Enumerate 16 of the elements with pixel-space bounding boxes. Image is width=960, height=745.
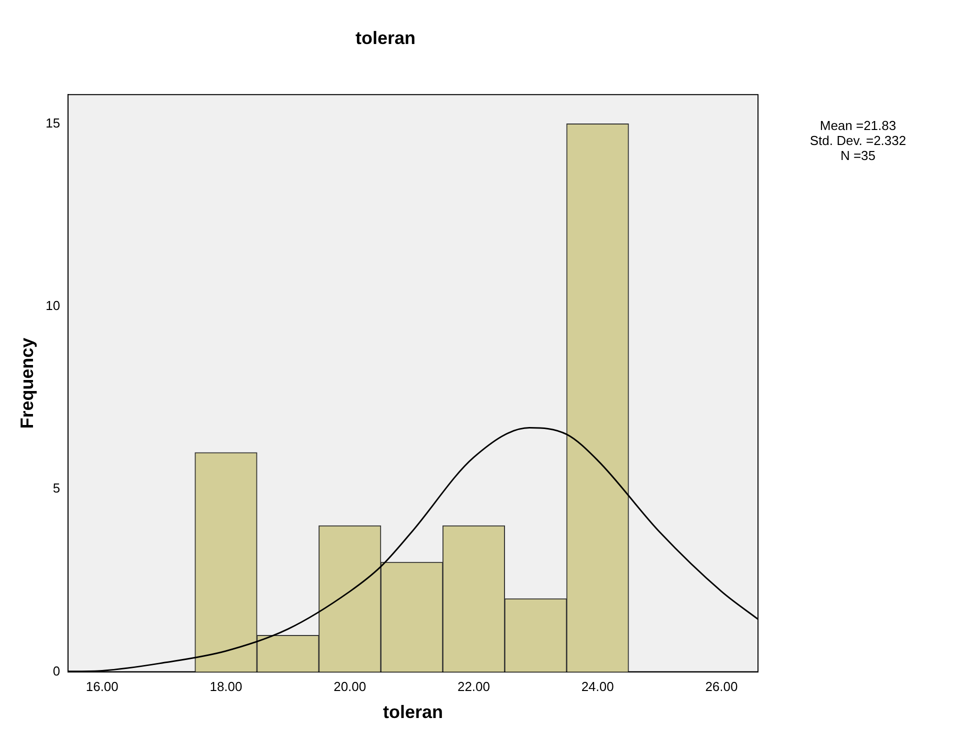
x-axis-title: toleran — [383, 702, 444, 722]
x-tick-label: 20.00 — [334, 679, 366, 694]
y-axis-title: Frequency — [16, 338, 37, 429]
x-tick-label: 24.00 — [581, 679, 614, 694]
x-tick-label: 16.00 — [86, 679, 118, 694]
x-tick-label: 22.00 — [457, 679, 490, 694]
y-tick-label: 10 — [46, 298, 60, 314]
text: Mean =21.83 — [818, 118, 898, 133]
x-tick-label: 18.00 — [210, 679, 242, 694]
y-tick-label: 15 — [46, 115, 60, 130]
text: Std. Dev. =2.332 — [808, 133, 908, 148]
chart-title: toleran — [355, 28, 416, 48]
y-tick-label: 0 — [52, 663, 60, 678]
text: N =35 — [839, 148, 877, 163]
x-tick-label: 26.00 — [705, 679, 738, 694]
y-tick-label: 5 — [52, 480, 60, 496]
